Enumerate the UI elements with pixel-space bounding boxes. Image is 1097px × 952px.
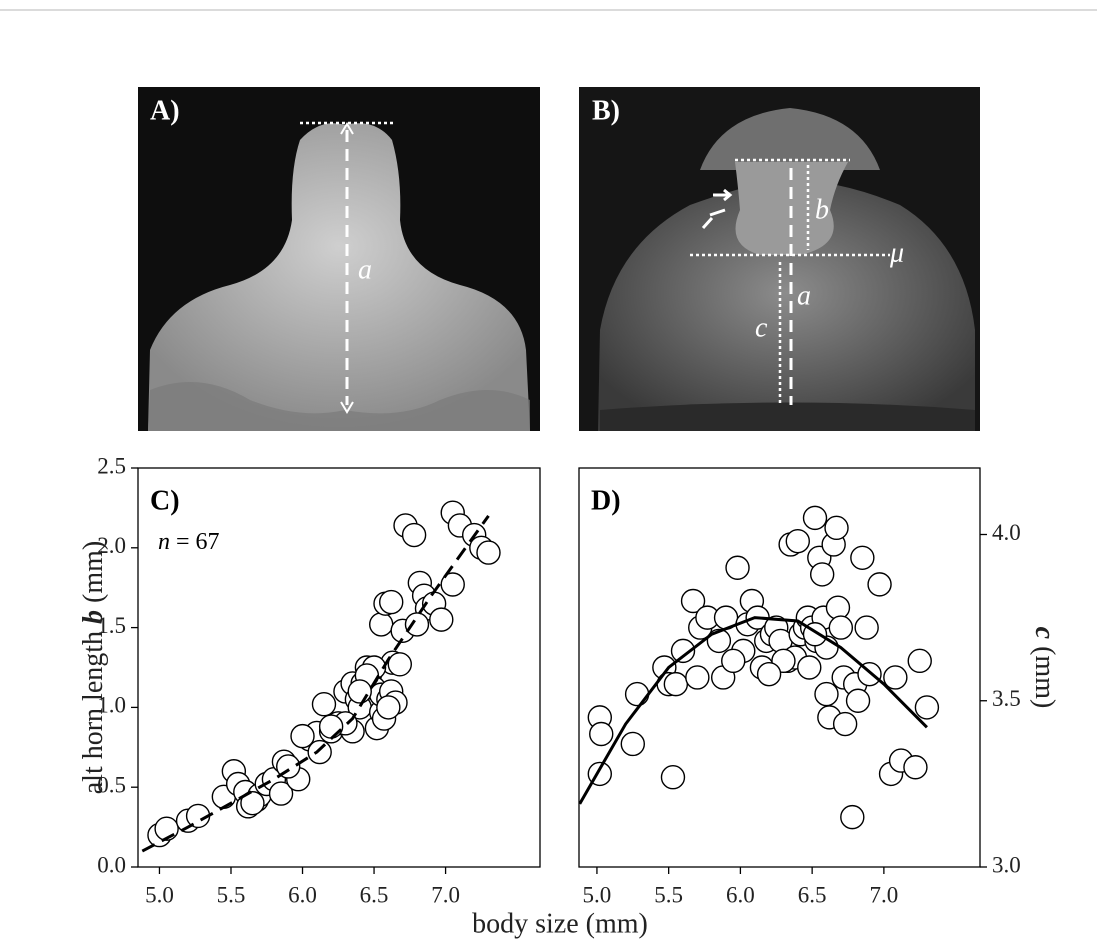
pronotum xyxy=(598,180,975,431)
data-point xyxy=(721,648,746,674)
annotation: a xyxy=(797,280,811,311)
data-point xyxy=(440,572,465,597)
x-tick-label: 6.5 xyxy=(798,882,827,907)
panel-label: B) xyxy=(592,95,620,126)
x-tick-label: 5.5 xyxy=(217,882,246,907)
label-part: b xyxy=(78,610,109,624)
data-point xyxy=(825,595,851,620)
data-point xyxy=(318,714,344,739)
data-point xyxy=(401,522,427,548)
y-tick-label: 3.5 xyxy=(992,686,1021,711)
data-point xyxy=(476,540,501,565)
data-point xyxy=(903,755,928,780)
data-point xyxy=(387,652,413,677)
clypeus xyxy=(700,108,880,170)
data-point xyxy=(429,607,454,632)
data-point xyxy=(347,679,372,704)
data-point xyxy=(663,671,689,697)
data-point xyxy=(240,790,265,816)
data-point xyxy=(620,731,646,757)
data-point xyxy=(867,572,892,597)
x-axis-label: body size (mm) xyxy=(472,908,648,939)
y-tick-label: 1.5 xyxy=(97,613,126,638)
y-tick-label: 0.0 xyxy=(97,852,126,877)
annotation-part: = 67 xyxy=(170,529,220,555)
arrow-heads xyxy=(340,122,354,414)
x-tick-label: 6.5 xyxy=(360,882,389,907)
label-part: c xyxy=(1029,627,1060,640)
fit-line xyxy=(141,515,490,853)
y-axis-label: c (mm) xyxy=(1029,627,1060,709)
annotation: a xyxy=(358,254,372,285)
data-point xyxy=(756,661,782,687)
data-point xyxy=(785,528,810,554)
data-point xyxy=(670,638,696,664)
data-point xyxy=(809,562,835,587)
label-part: (mm) xyxy=(78,541,109,610)
photo-shading xyxy=(148,382,530,431)
data-point xyxy=(828,615,854,640)
data-point xyxy=(589,721,614,747)
data-point xyxy=(854,615,879,640)
y-tick-label: 4.0 xyxy=(992,520,1021,545)
label-part: alt horn length xyxy=(78,624,109,794)
annotation: c xyxy=(755,312,768,343)
data-point xyxy=(725,555,750,580)
x-tick-label: 5.0 xyxy=(145,882,174,907)
data-point xyxy=(845,688,871,713)
data-point xyxy=(907,648,932,674)
data-point xyxy=(840,804,865,830)
y-tick-label: 2.5 xyxy=(97,453,126,478)
photo-b: B) b a c μ xyxy=(579,87,980,431)
data-point xyxy=(797,655,822,680)
y-tick-label: 2.0 xyxy=(97,533,126,558)
arrows xyxy=(701,188,733,230)
larva-head xyxy=(148,123,530,431)
panel-label: D) xyxy=(591,485,621,516)
elytra-edge xyxy=(600,402,975,431)
x-tick-label: 6.0 xyxy=(726,882,755,907)
x-tick-label: 5.5 xyxy=(654,882,683,907)
panel-label: A) xyxy=(150,95,180,126)
y-tick-label: 1.0 xyxy=(97,693,126,718)
label-part: (mm) xyxy=(1029,639,1060,708)
annotation-part: n xyxy=(158,529,170,555)
fit-line xyxy=(578,616,928,805)
photo-a: A) a xyxy=(138,87,540,431)
data-point xyxy=(379,589,404,615)
data-point xyxy=(685,665,710,690)
data-point xyxy=(802,505,828,531)
sample-size: n = 67 xyxy=(158,529,220,555)
panel-label: C) xyxy=(150,485,180,516)
data-point xyxy=(369,612,394,637)
data-point xyxy=(624,681,650,707)
data-point xyxy=(660,765,686,790)
data-point xyxy=(824,515,849,541)
y-tick-label: 0.5 xyxy=(97,772,126,797)
data-point xyxy=(290,723,315,749)
x-tick-label: 7.0 xyxy=(431,882,460,907)
annotation: μ xyxy=(889,237,904,268)
data-point xyxy=(376,695,401,720)
annotation: b xyxy=(815,194,829,225)
data-point xyxy=(680,588,706,614)
data-point xyxy=(814,681,839,707)
data-point xyxy=(883,665,908,690)
y-tick-label: 3.0 xyxy=(992,852,1021,877)
data-point xyxy=(311,692,337,717)
data-point xyxy=(307,739,332,765)
data-point xyxy=(850,545,875,570)
x-tick-label: 5.0 xyxy=(583,882,612,907)
x-tick-label: 7.0 xyxy=(869,882,898,907)
x-tick-label: 6.0 xyxy=(288,882,317,907)
data-point xyxy=(832,711,858,737)
y-axis-label: alt horn length b (mm) xyxy=(78,541,109,795)
data-point xyxy=(404,612,430,637)
data-point xyxy=(914,695,940,720)
data-point xyxy=(268,781,294,806)
